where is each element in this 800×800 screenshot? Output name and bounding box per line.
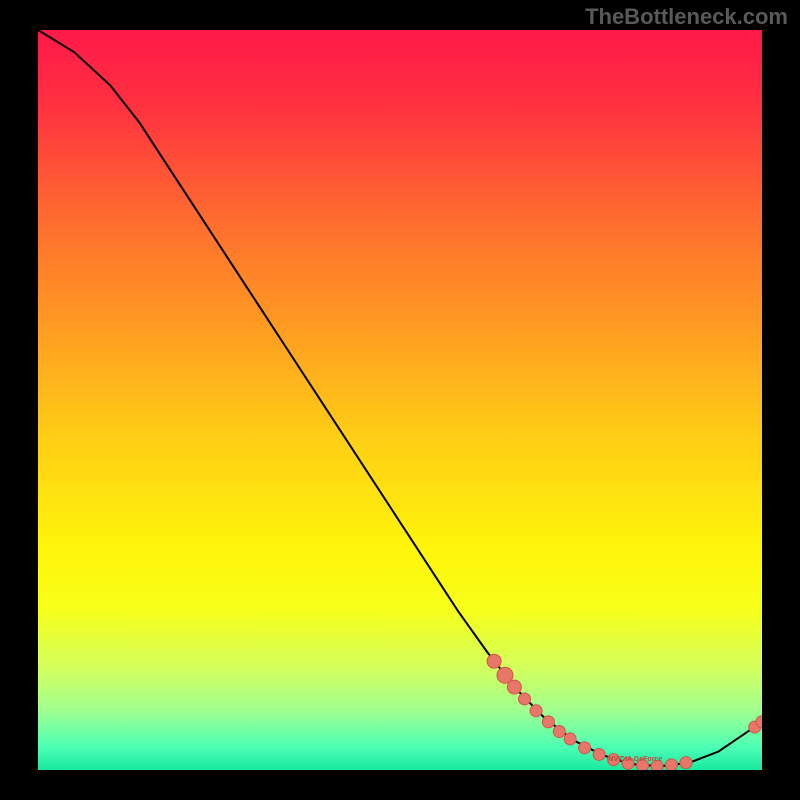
data-markers <box>487 654 762 770</box>
data-marker <box>507 680 521 694</box>
data-marker <box>564 733 576 745</box>
data-marker <box>487 654 501 668</box>
watermark-text: TheBottleneck.com <box>585 4 788 30</box>
data-marker <box>553 726 565 738</box>
data-marker <box>530 705 542 717</box>
series-label: NVIDIA GeForce <box>608 756 662 763</box>
data-marker <box>680 757 692 769</box>
data-marker <box>593 748 605 760</box>
bottleneck-curve <box>38 30 762 766</box>
chart-container: TheBottleneck.com NVIDIA GeForce <box>0 0 800 800</box>
chart-area: NVIDIA GeForce <box>38 30 762 770</box>
data-marker <box>542 716 554 728</box>
data-marker <box>579 742 591 754</box>
data-marker <box>666 759 678 770</box>
chart-overlay: NVIDIA GeForce <box>38 30 762 770</box>
data-marker <box>519 693 531 705</box>
